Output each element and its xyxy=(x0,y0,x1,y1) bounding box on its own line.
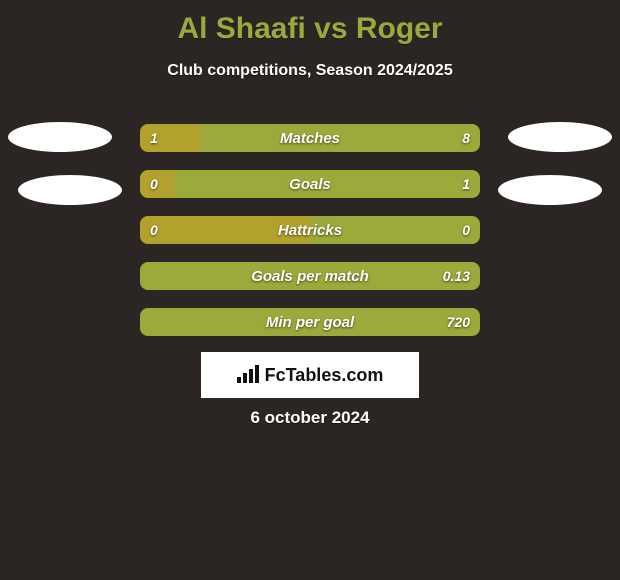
bar-label: Goals per match xyxy=(140,262,480,290)
subtitle: Club competitions, Season 2024/2025 xyxy=(0,62,620,80)
root: Al Shaafi vs Roger Club competitions, Se… xyxy=(0,0,620,580)
bar-value-left: 0 xyxy=(150,170,158,198)
avatar-left-2 xyxy=(18,175,122,205)
avatar-right-2 xyxy=(498,175,602,205)
bar-value-right: 0 xyxy=(462,216,470,244)
logo-text: FcTables.com xyxy=(265,365,384,386)
avatar-left-1 xyxy=(8,122,112,152)
bar-value-left: 1 xyxy=(150,124,158,152)
stat-bar: Goals0 1 xyxy=(140,170,480,198)
bar-label: Goals xyxy=(140,170,480,198)
bar-label: Min per goal xyxy=(140,308,480,336)
bar-value-left: 0 xyxy=(150,216,158,244)
bars-icon xyxy=(237,365,259,385)
bar-value-right: 720 xyxy=(447,308,470,336)
bar-value-right: 0.13 xyxy=(443,262,470,290)
stats-bars: Matches18Goals01Hattricks00Goals per mat… xyxy=(140,124,480,354)
bar-value-right: 1 xyxy=(462,170,470,198)
stat-bar: Hattricks0 0 xyxy=(140,216,480,244)
bar-value-right: 8 xyxy=(462,124,470,152)
date-text: 6 october 2024 xyxy=(0,408,620,428)
bar-label: Matches xyxy=(140,124,480,152)
bar-label: Hattricks xyxy=(140,216,480,244)
logo-box: FcTables.com xyxy=(201,352,419,398)
avatar-right-1 xyxy=(508,122,612,152)
page-title: Al Shaafi vs Roger xyxy=(0,0,620,46)
stat-bar: Matches1 8 xyxy=(140,124,480,152)
stat-bar: Goals per match0.13 xyxy=(140,262,480,290)
stat-bar: Min per goal720 xyxy=(140,308,480,336)
